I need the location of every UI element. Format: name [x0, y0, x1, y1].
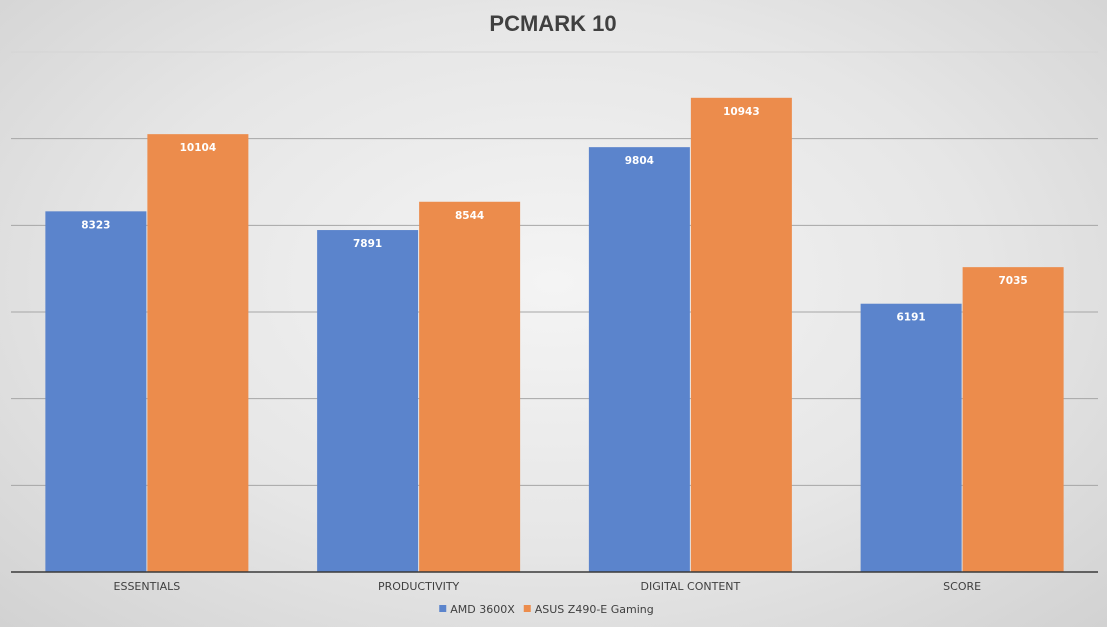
- data-label-asus-z490-e-gaming-digital-content: 10943: [723, 106, 760, 118]
- bar-amd-3600x-essentials: [45, 211, 147, 572]
- legend-label-amd-3600x: AMD 3600X: [450, 603, 515, 616]
- legend-swatch-asus-z490-e-gaming: [523, 605, 531, 612]
- legend: AMD 3600X ASUS Z490-E Gaming: [439, 603, 654, 616]
- x-tick-label-essentials: ESSENTIALS: [114, 580, 181, 593]
- data-labels: 8323 10104 7891 8544 9804 10943 6191 7035: [81, 106, 1027, 324]
- bar-amd-3600x-digital-content: [588, 147, 690, 572]
- data-label-amd-3600x-essentials: 8323: [81, 219, 110, 231]
- chart-title: PCMARK 10: [489, 11, 616, 36]
- bar-asus-z490-e-gaming-digital-content: [690, 97, 792, 572]
- bar-asus-z490-e-gaming-essentials: [147, 134, 249, 572]
- data-label-asus-z490-e-gaming-productivity: 8544: [455, 210, 484, 222]
- bar-amd-3600x-score: [860, 303, 962, 572]
- bar-amd-3600x-productivity: [317, 230, 419, 572]
- x-tick-labels: ESSENTIALS PRODUCTIVITY DIGITAL CONTENT SCO…: [114, 580, 982, 593]
- data-label-amd-3600x-productivity: 7891: [353, 238, 382, 250]
- bars: [45, 97, 1064, 572]
- x-tick-label-productivity: PRODUCTIVITY: [378, 580, 460, 593]
- legend-label-asus-z490-e-gaming: ASUS Z490-E Gaming: [535, 603, 654, 616]
- x-tick-label-digital-content: DIGITAL CONTENT: [641, 580, 741, 593]
- data-label-amd-3600x-digital-content: 9804: [625, 155, 654, 167]
- data-label-amd-3600x-score: 6191: [897, 312, 926, 324]
- legend-swatch-amd-3600x: [439, 605, 447, 612]
- data-label-asus-z490-e-gaming-score: 7035: [999, 275, 1028, 287]
- x-tick-label-score: SCORE: [943, 580, 981, 593]
- bar-asus-z490-e-gaming-score: [962, 267, 1064, 572]
- bar-asus-z490-e-gaming-productivity: [419, 201, 521, 572]
- data-label-asus-z490-e-gaming-essentials: 10104: [180, 142, 217, 154]
